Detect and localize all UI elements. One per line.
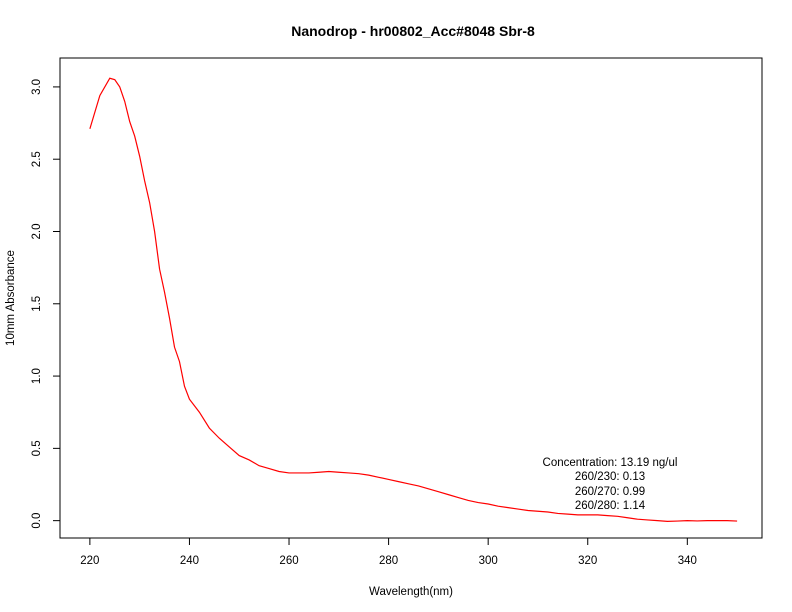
annotation-block: Concentration: 13.19 ng/ul 260/230: 0.13… [543, 457, 678, 512]
plot-frame [59, 57, 763, 539]
y-axis: 0.0 0.5 1.0 1.5 2.0 2.5 3.0 [31, 79, 60, 529]
x-axis-label: Wavelength(nm) [369, 586, 453, 598]
x-tick-label: 260 [279, 555, 298, 567]
chart-title: Nanodrop - hr00802_Acc#8048 Sbr-8 [291, 23, 535, 39]
y-tick-label: 3.0 [31, 79, 43, 95]
x-tick-label: 340 [678, 555, 697, 567]
x-tick-label: 220 [80, 555, 99, 567]
y-tick-label: 2.0 [31, 223, 43, 239]
ratio-260-270-annotation: 260/270: 0.99 [575, 486, 645, 498]
y-tick-label: 0.5 [31, 440, 43, 456]
x-tick-label: 300 [479, 555, 498, 567]
x-tick-label: 240 [180, 555, 199, 567]
ratio-260-280-annotation: 260/280: 1.14 [575, 500, 646, 512]
ratio-260-230-annotation: 260/230: 0.13 [575, 471, 645, 483]
x-tick-label: 320 [578, 555, 597, 567]
y-tick-label: 0.0 [31, 513, 43, 529]
y-tick-label: 2.5 [31, 151, 43, 167]
absorbance-line [89, 77, 738, 522]
y-tick-label: 1.0 [31, 368, 43, 384]
series-layer [89, 77, 738, 522]
x-axis: 220 240 260 280 300 320 340 [80, 538, 697, 567]
y-tick-label: 1.5 [31, 296, 43, 312]
concentration-annotation: Concentration: 13.19 ng/ul [543, 457, 678, 469]
x-tick-label: 280 [379, 555, 398, 567]
y-axis-label: 10mm Absorbance [5, 250, 17, 346]
